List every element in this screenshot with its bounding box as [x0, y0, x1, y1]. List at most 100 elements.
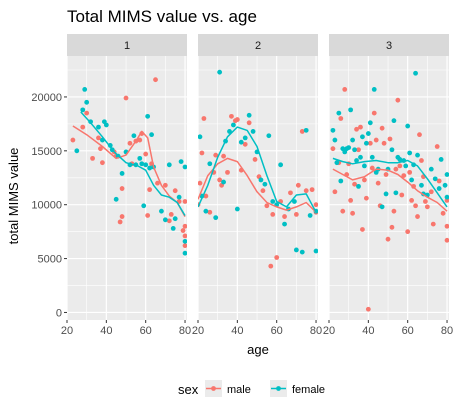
data-point [119, 214, 125, 219]
facet-strip-label: 3 [386, 40, 392, 52]
data-point [352, 147, 357, 153]
data-point [405, 123, 411, 129]
data-point [198, 180, 203, 186]
data-point [332, 137, 338, 143]
gridlines [67, 56, 187, 320]
data-point [180, 228, 186, 233]
data-point [182, 233, 187, 239]
data-point [419, 158, 424, 163]
data-point [80, 124, 86, 130]
data-point [288, 190, 293, 196]
data-point [229, 113, 234, 119]
data-point [397, 157, 403, 162]
data-point [444, 237, 449, 243]
data-point [399, 192, 405, 198]
data-point [258, 177, 264, 183]
data-point [330, 127, 336, 133]
data-point [217, 177, 223, 183]
x-tick-label: 40 [362, 325, 374, 337]
data-point [162, 217, 168, 223]
data-point [367, 140, 373, 146]
legend-item-female: female [270, 380, 325, 397]
data-point [278, 162, 284, 168]
data-point [234, 117, 240, 122]
data-layer [198, 69, 318, 269]
data-point [70, 137, 76, 143]
data-point [149, 132, 154, 138]
data-point [282, 221, 287, 227]
data-point [342, 87, 348, 92]
x-tick-label: 60 [271, 325, 283, 337]
legend-item-male: male [205, 380, 251, 397]
data-point [409, 197, 415, 203]
data-point [252, 157, 258, 162]
smooth-line-male [332, 168, 448, 212]
data-point [217, 69, 223, 75]
y-axis: 0 5000 10000 15000 20000 [31, 92, 67, 319]
legend-title: sex [178, 382, 199, 397]
data-point [299, 129, 305, 134]
data-point [383, 191, 389, 197]
data-point [246, 120, 252, 126]
data-point [387, 136, 393, 142]
data-point [438, 157, 444, 162]
data-point [100, 160, 105, 166]
data-point [407, 169, 413, 175]
data-point [365, 131, 371, 136]
data-point [117, 219, 123, 225]
x-tick-label: 20 [323, 325, 335, 337]
y-tick-label: 10000 [31, 200, 62, 212]
y-axis-title: total MIMS value [6, 148, 21, 245]
series-male [330, 87, 449, 312]
data-point [264, 203, 270, 209]
data-point [379, 204, 385, 210]
data-point [182, 243, 187, 249]
data-layer [70, 77, 187, 256]
data-point [350, 210, 356, 216]
data-point [299, 249, 305, 255]
data-point [147, 165, 153, 171]
x-tick-label: 60 [402, 325, 414, 337]
data-point [182, 164, 187, 170]
data-point [238, 139, 244, 145]
x-axis-panel-2: 20 40 60 80 [192, 320, 322, 337]
data-point [419, 182, 424, 188]
data-point [182, 223, 187, 229]
x-axis-panel-1: 20 40 60 80 [61, 320, 191, 337]
data-point [295, 182, 301, 188]
data-point [201, 116, 207, 121]
data-point [260, 188, 266, 194]
data-point [403, 163, 409, 169]
data-point [442, 182, 448, 188]
smooth-line-female [332, 157, 448, 208]
data-point [143, 151, 149, 157]
data-point [176, 194, 182, 200]
data-point [203, 193, 209, 199]
data-point [137, 137, 143, 143]
data-point [436, 178, 442, 184]
data-point [303, 188, 309, 194]
data-point [74, 148, 80, 154]
data-point [363, 195, 369, 201]
data-point [373, 137, 379, 143]
x-tick-label: 60 [140, 325, 152, 337]
data-point [162, 182, 168, 188]
data-point [397, 163, 403, 169]
data-point [274, 255, 280, 260]
data-point [199, 150, 205, 156]
data-point [385, 236, 391, 242]
data-point [313, 248, 318, 254]
x-axis-panel-3: 20 40 60 80 [323, 320, 453, 337]
data-point [262, 181, 268, 187]
facet-panel-2: 2 [198, 34, 318, 320]
data-point [182, 250, 187, 256]
data-point [340, 208, 346, 214]
data-point [413, 203, 418, 209]
legend-key-point [276, 386, 281, 391]
y-tick-label: 5000 [38, 254, 62, 266]
data-point [417, 132, 422, 138]
data-point [178, 159, 184, 165]
facet-panel-3: 3 [329, 34, 449, 320]
data-point [379, 125, 385, 131]
